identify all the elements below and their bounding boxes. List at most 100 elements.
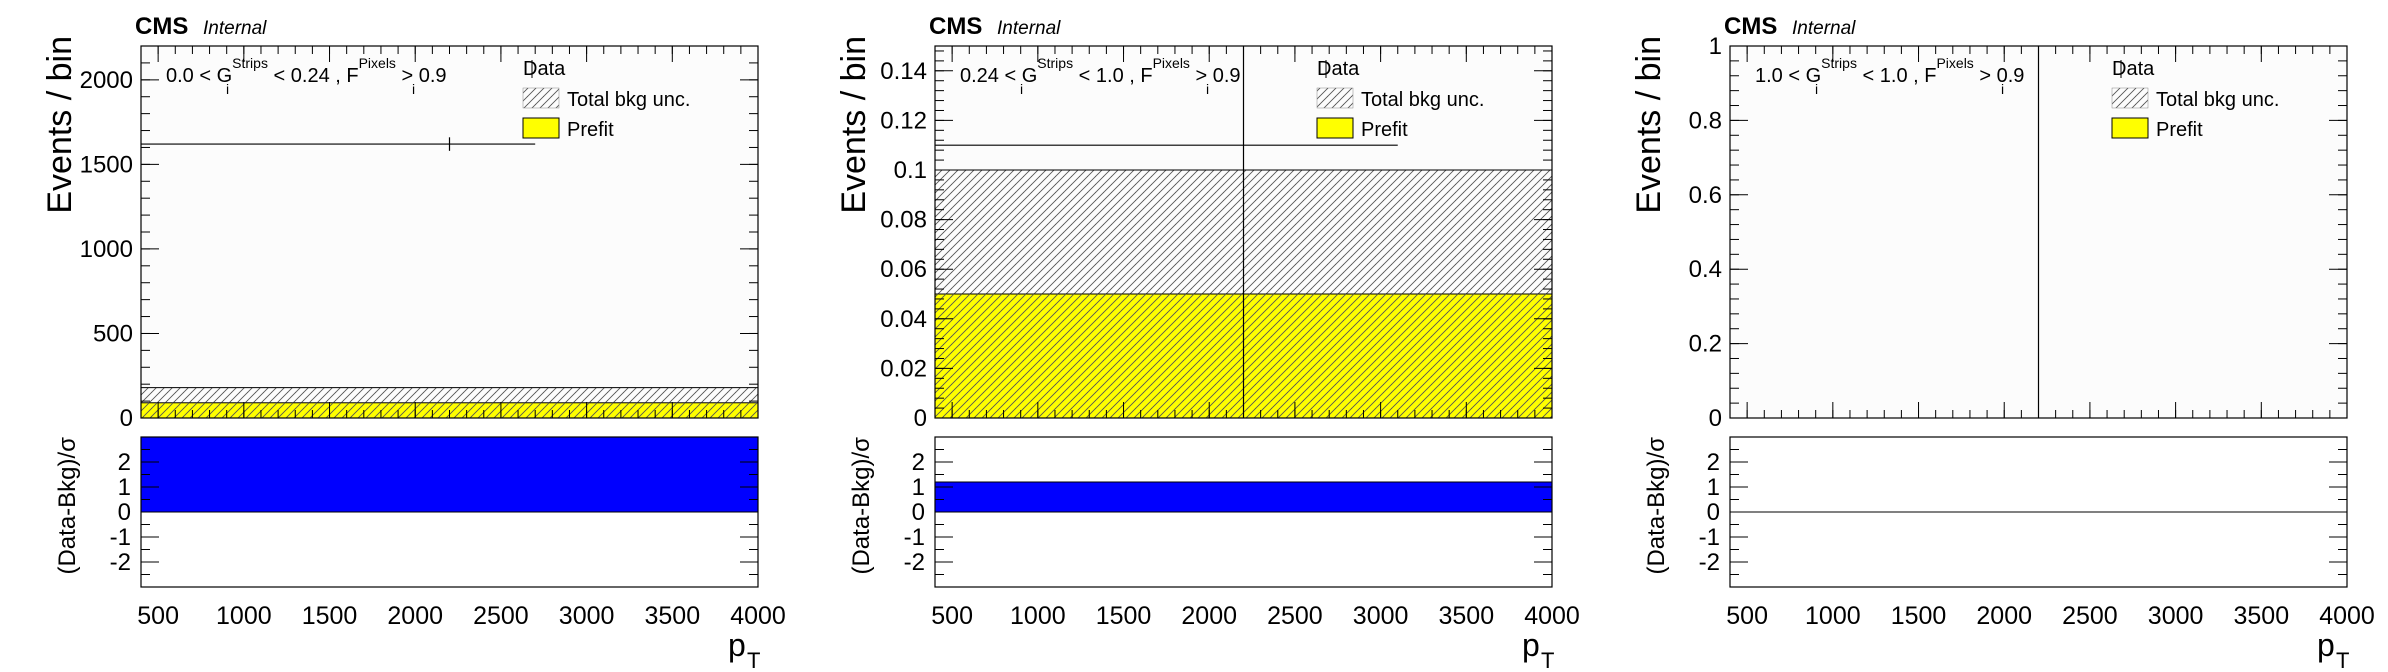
x-tick-label: 1000 (1010, 602, 1066, 630)
panel-middle: 0 0.02 0.04 0.06 0.08 0.1 0.12 0.14 Events / bin… (835, 13, 1580, 672)
legend-unc-label: Total bkg unc. (567, 89, 690, 111)
x-tick-label: 3000 (2148, 602, 2204, 630)
y-tick-label: 2000 (80, 67, 133, 94)
region-label-part: F (1924, 65, 1936, 87)
x-axis-title: p (728, 627, 746, 663)
region-label-part: < (194, 65, 217, 87)
internal-label: Internal (203, 18, 267, 39)
region-g-subscript: i (1020, 81, 1023, 97)
y-tick-label: 0.2 (1689, 331, 1722, 358)
region-label-part: F (1140, 65, 1152, 87)
ratio-y-tick-label: 1 (912, 474, 925, 501)
y-tick-label: 0 (120, 405, 133, 432)
y-tick-label: 0.04 (880, 306, 927, 333)
region-label-part: G (217, 65, 233, 87)
ratio-y-tick-label: 2 (1707, 449, 1720, 476)
y-tick-label: 0.1 (894, 157, 927, 184)
y-tick-label: 1500 (80, 151, 133, 178)
legend-unc-swatch (1316, 87, 1354, 109)
y-tick-label: 0.4 (1689, 256, 1722, 283)
legend-prefit-swatch (2111, 117, 2149, 139)
x-axis-title-subscript: T (2336, 648, 2349, 672)
cms-label: CMS (1724, 13, 1777, 40)
legend-unc-swatch (522, 87, 560, 109)
internal-label: Internal (997, 18, 1061, 39)
region-label: 0.0 < GStrips < 0.24 , FPixels > 0.9 (166, 55, 447, 87)
legend-prefit-label: Prefit (567, 119, 614, 141)
y-tick-label: 0.08 (880, 207, 927, 234)
x-tick-label: 4000 (730, 602, 786, 630)
region-label-part: Strips (1821, 55, 1857, 71)
x-axis-title-subscript: T (747, 648, 760, 672)
region-label: 0.24 < GStrips < 1.0 , FPixels > 0.9 (960, 55, 1241, 87)
region-label-part: < 0.24 , (268, 65, 346, 87)
legend-unc-swatch (2111, 87, 2149, 109)
ratio-y-tick-label: -2 (110, 549, 131, 576)
region-label-part: < 1.0 , (1073, 65, 1140, 87)
legend-data-label: Data (2112, 58, 2155, 80)
ratio-y-axis-title: (Data-Bkg)/σ (1643, 437, 1670, 575)
upper-pad-background (141, 46, 758, 418)
x-tick-label: 1500 (1096, 602, 1152, 630)
x-tick-label: 2000 (387, 602, 443, 630)
region-label-part: > 0.9 (1190, 65, 1241, 87)
x-axis-title: p (2317, 627, 2335, 663)
y-axis-title: Events / bin (41, 36, 79, 214)
ratio-y-tick-label: 0 (118, 499, 131, 526)
y-tick-label: 500 (93, 320, 133, 347)
region-label-part: Strips (1037, 55, 1073, 71)
ratio-bar (140, 436, 759, 513)
legend-prefit-swatch (1316, 117, 1354, 139)
y-tick-label: 1000 (80, 236, 133, 263)
x-tick-label: 4000 (2319, 602, 2375, 630)
x-tick-label: 3500 (1438, 602, 1494, 630)
x-tick-label: 2500 (1267, 602, 1323, 630)
ratio-y-tick-label: -2 (904, 549, 925, 576)
ratio-y-axis-title: (Data-Bkg)/σ (848, 437, 875, 575)
region-label-part: Pixels (1153, 55, 1190, 71)
x-tick-label: 1500 (302, 602, 358, 630)
cms-label: CMS (929, 13, 982, 40)
region-f-subscript: i (2001, 81, 2004, 97)
cms-label: CMS (135, 13, 188, 40)
region-label-part: < (999, 65, 1022, 87)
y-axis-title: Events / bin (1630, 36, 1668, 214)
region-f-subscript: i (412, 81, 415, 97)
legend-prefit-label: Prefit (1361, 119, 1408, 141)
x-tick-label: 1500 (1891, 602, 1947, 630)
x-tick-label: 3500 (644, 602, 700, 630)
region-label-part: 0.24 (960, 65, 999, 87)
region-label: 1.0 < GStrips < 1.0 , FPixels > 0.9 (1755, 55, 2024, 87)
ratio-bar (934, 481, 1553, 513)
ratio-y-axis-title: (Data-Bkg)/σ (54, 437, 81, 575)
x-tick-label: 2000 (1181, 602, 1237, 630)
region-label-part: > 0.9 (1974, 65, 2025, 87)
panel-right: 0 0.2 0.4 0.6 0.8 1 Events / bin CMS Internal 1.0… (1630, 13, 2375, 672)
x-tick-label: 2500 (2062, 602, 2118, 630)
legend-data-label: Data (523, 58, 566, 80)
ratio-y-tick-label: -1 (904, 524, 925, 551)
ratio-y-tick-label: 2 (118, 449, 131, 476)
legend-unc-label: Total bkg unc. (2156, 89, 2279, 111)
y-tick-label: 0 (914, 405, 927, 432)
region-label-part: > 0.9 (396, 65, 447, 87)
region-g-subscript: i (1815, 81, 1818, 97)
region-label-part: 1.0 (1755, 65, 1783, 87)
legend-unc-label: Total bkg unc. (1361, 89, 1484, 111)
y-axis-title: Events / bin (835, 36, 873, 214)
x-tick-label: 3000 (1353, 602, 1409, 630)
x-tick-label: 3500 (2233, 602, 2289, 630)
ratio-y-tick-label: 0 (1707, 499, 1720, 526)
x-axis-title-subscript: T (1541, 648, 1554, 672)
y-tick-label: 0.12 (880, 107, 927, 134)
region-label-part: 0.0 (166, 65, 194, 87)
x-tick-label: 1000 (216, 602, 272, 630)
x-tick-label: 2000 (1976, 602, 2032, 630)
y-tick-label: 1 (1709, 33, 1722, 60)
ratio-y-tick-label: -2 (1699, 549, 1720, 576)
x-tick-label: 4000 (1524, 602, 1580, 630)
x-tick-label: 3000 (559, 602, 615, 630)
ratio-y-tick-label: 1 (1707, 474, 1720, 501)
